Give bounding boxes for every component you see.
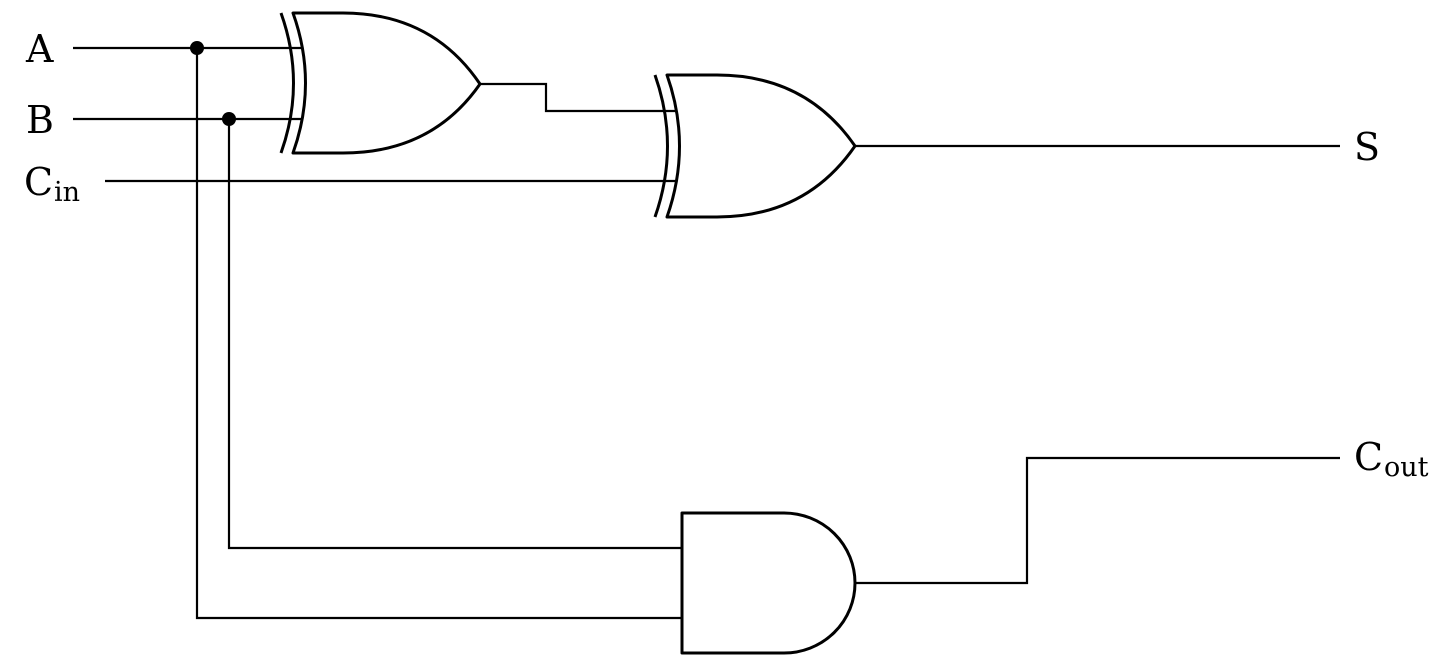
xor-gate-1-body <box>291 11 482 155</box>
xor-gate-1-extra-arc <box>279 12 295 154</box>
wires <box>73 46 1340 620</box>
input-cin-label-main: C <box>24 160 53 204</box>
and-gate-body <box>680 511 857 655</box>
input-b-label: B <box>26 98 54 142</box>
output-cout-label-subscript: out <box>1384 452 1429 483</box>
output-cout-label-main: C <box>1354 435 1383 479</box>
wire-and-to-cout <box>855 456 1340 585</box>
xor-gate-2-extra-arc <box>653 74 669 218</box>
xor-gate-2-body <box>665 73 857 219</box>
input-a-label: A <box>25 27 54 71</box>
output-sum-label: S <box>1354 125 1380 169</box>
wire-b-branch-to-and <box>227 119 682 550</box>
xor-gate-1 <box>279 11 482 155</box>
junction-a-dot <box>190 41 204 55</box>
wire-xor1-to-xor2 <box>480 82 678 113</box>
junction-b-dot <box>222 112 236 126</box>
input-cin-label-subscript: in <box>54 177 80 208</box>
wire-a-branch-to-and <box>195 48 682 620</box>
xor-gate-2 <box>653 73 857 219</box>
and-gate <box>680 511 857 655</box>
output-cout-label: C out <box>1354 435 1429 483</box>
input-cin-label: C in <box>24 160 80 208</box>
